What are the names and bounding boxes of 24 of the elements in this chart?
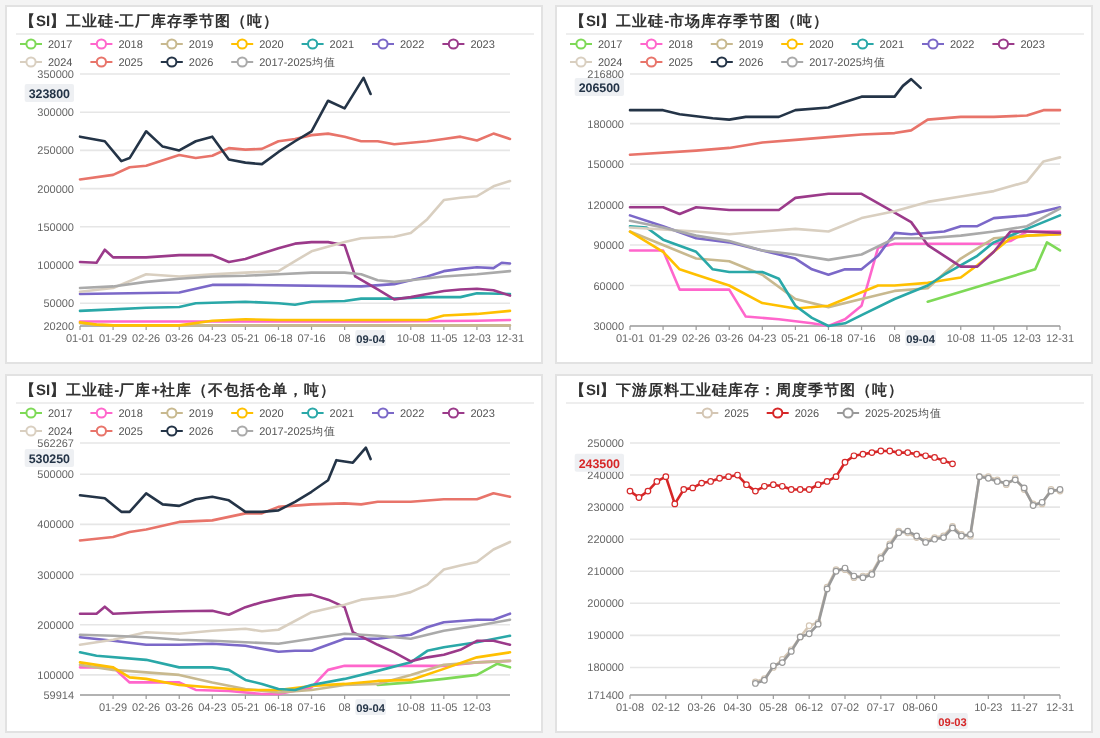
line-series — [78, 269, 512, 290]
line-series — [78, 634, 512, 692]
line-series — [628, 192, 1062, 268]
line-series — [78, 309, 512, 327]
line-series — [78, 292, 512, 313]
line-series — [78, 540, 512, 647]
line-series — [628, 205, 1062, 277]
line-series — [78, 132, 512, 181]
line-series — [78, 179, 512, 294]
line-series — [628, 108, 1062, 156]
line-series — [628, 77, 922, 121]
line-series — [628, 156, 1062, 236]
line-series — [78, 651, 512, 692]
line-series — [926, 241, 1062, 304]
line-series — [78, 76, 372, 166]
line-series — [376, 662, 512, 687]
line-series — [78, 240, 512, 301]
line-series — [78, 261, 512, 296]
line-series — [78, 492, 512, 542]
line-series — [78, 446, 372, 514]
line-series — [78, 593, 512, 663]
line-series — [78, 612, 512, 654]
line-series — [628, 207, 1062, 262]
line-series — [78, 618, 512, 646]
